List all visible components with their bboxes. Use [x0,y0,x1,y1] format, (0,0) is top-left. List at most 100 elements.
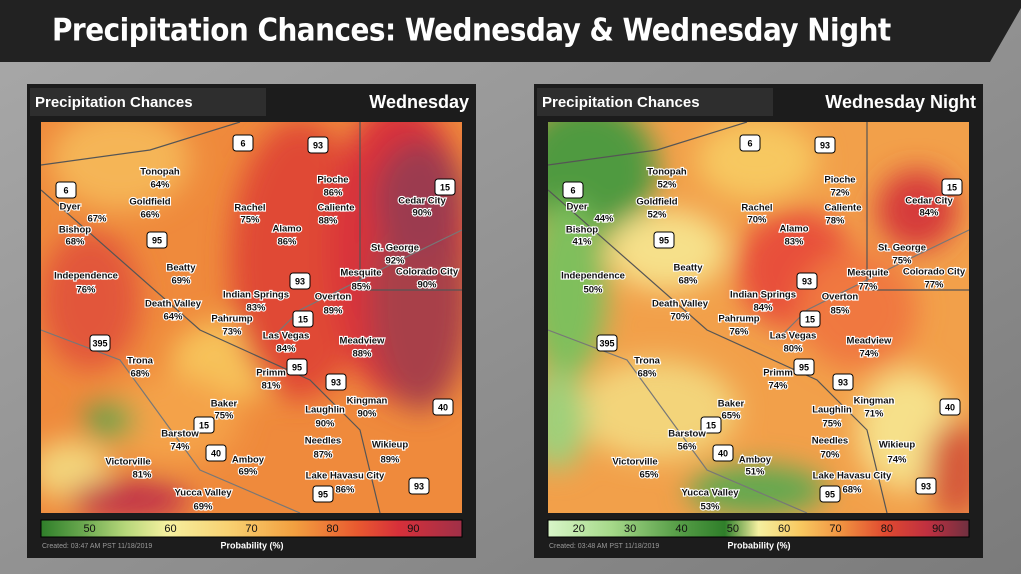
highway-shield [739,134,761,152]
highway-shield [89,334,111,352]
city-name: Indian Springs [223,290,289,301]
city-value: 70% [670,312,690,323]
city-name: Alamo [272,224,301,235]
highway-number: 95 [825,489,835,499]
city-value: 64% [150,180,170,191]
legend-label: Probability (%) [727,540,790,550]
city-name: Las Vegas [770,331,816,342]
city-name: Goldfield [636,197,677,208]
city-name: Amboy [232,455,265,466]
highway-number: 95 [659,235,669,245]
city-value: 68% [637,369,657,380]
city-name: Independence [561,271,625,282]
highway-number: 15 [947,182,957,192]
city-name: Pioche [824,175,855,186]
city-value: 73% [222,327,242,338]
city-value: 90% [417,280,437,291]
city-value: 53% [700,502,720,513]
city-name: Independence [54,271,118,282]
highway-shield [799,310,821,328]
city-value: 90% [315,419,335,430]
city-value: 69% [193,502,213,513]
city-name: Needles [305,436,341,447]
city-value: 56% [677,442,697,453]
highway-number: 93 [838,377,848,387]
city-value: 74% [887,455,907,466]
city-value: 64% [163,312,183,323]
city-value: 85% [351,282,371,293]
highway-shield [653,231,675,249]
city-name: Rachel [234,203,265,214]
city-value: 86% [277,237,297,248]
boundary [548,189,888,513]
legend-tick: 50 [83,523,95,535]
highway-shield [286,358,308,376]
highway-number: 40 [211,448,221,458]
city-name: Rachel [741,203,772,214]
highway-number: 40 [438,402,448,412]
boundary [41,189,381,513]
highway-number: 15 [199,420,209,430]
highway-shield [793,358,815,376]
city-name: Primm [256,368,286,379]
city-value: 76% [729,327,749,338]
city-name: Victorville [612,457,657,468]
city-value: 88% [352,349,372,360]
legend-tick: 80 [326,523,338,535]
city-name: Yucca Valley [174,488,232,499]
city-name: Pahrump [718,314,759,325]
legend-tick: 30 [624,523,636,535]
city-name: Caliente [318,203,355,214]
city-name: Cedar City [398,196,446,207]
city-value: 72% [830,188,850,199]
legend-bar [40,519,463,538]
boundary [548,329,808,513]
highway-shield [312,485,334,503]
city-name: Death Valley [145,299,202,310]
city-name: Barstow [668,429,706,440]
legend-tick: 70 [829,523,841,535]
highway-number: 6 [747,138,752,148]
city-value: 51% [745,467,765,478]
city-name: Pioche [317,175,348,186]
city-value: 69% [238,467,258,478]
city-value: 78% [825,216,845,227]
precip-area [927,420,969,513]
precip-area [797,250,917,370]
highway-number: 395 [92,338,107,348]
city-value: 88% [318,216,338,227]
highway-shield [292,310,314,328]
city-name: Pahrump [211,314,252,325]
city-name: Trona [127,356,154,367]
highway-number: 95 [152,235,162,245]
panel-title: Precipitation Chances [35,94,193,111]
highway-shield [55,181,77,199]
city-value: 81% [132,470,152,481]
city-name: Mesquite [847,268,888,279]
city-value: 68% [842,485,862,496]
highway-number: 15 [440,182,450,192]
city-name: Overton [315,292,352,303]
city-name: Dyer [566,202,587,213]
legend-tick: 90 [407,523,419,535]
city-value: 92% [385,256,405,267]
legend-tick: 60 [778,523,790,535]
city-name: Beatty [673,263,703,274]
city-name: Goldfield [129,197,170,208]
panel-period: Wednesday [369,92,469,112]
city-value: 87% [313,450,333,461]
highway-shield [289,272,311,290]
boundary [41,122,241,166]
city-value: 83% [784,237,804,248]
city-name: Wikieup [372,440,409,451]
city-name: Las Vegas [263,331,309,342]
city-value: 83% [246,303,266,314]
highway-number: 15 [298,314,308,324]
precip-area [607,210,727,290]
city-name: Beatty [166,263,196,274]
city-name: St. George [878,243,926,254]
precip-area [877,170,957,250]
city-value: 69% [171,276,191,287]
city-value: 52% [647,210,667,221]
